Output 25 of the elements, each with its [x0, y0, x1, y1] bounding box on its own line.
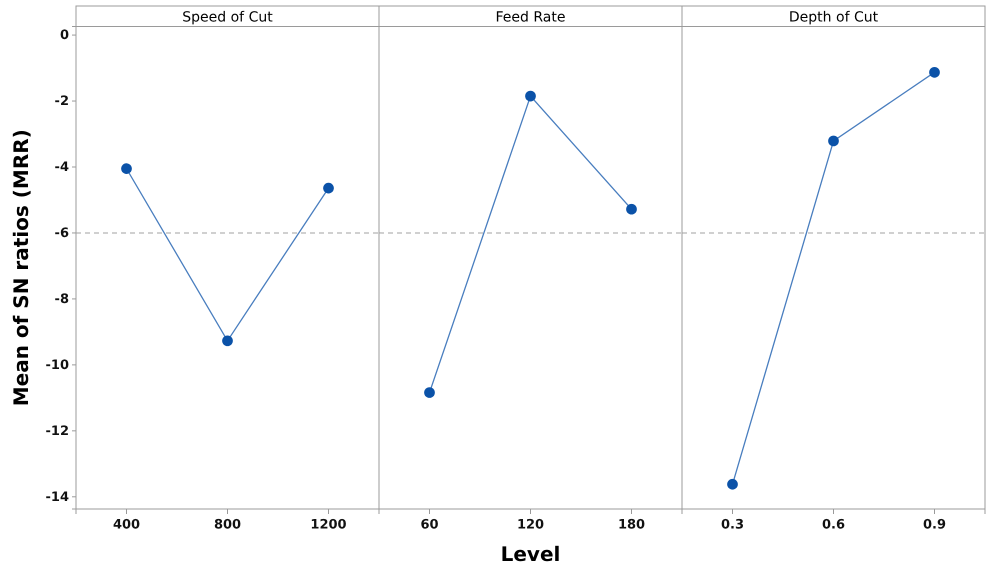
y-tick-label: -10 — [46, 358, 69, 374]
y-tick-label: -2 — [54, 94, 69, 110]
y-tick-label: 0 — [60, 28, 69, 44]
y-tick-label: -14 — [46, 490, 69, 505]
x-tick-label: 800 — [214, 518, 242, 533]
x-tick-label: 60 — [420, 518, 439, 533]
y-tick-label: -4 — [54, 160, 69, 176]
y-axis-title: Mean of SN ratios (MRR) — [9, 129, 33, 406]
point — [222, 335, 233, 346]
chart-title: Depth of Cut — [788, 9, 879, 26]
x-tick-label: 0.6 — [822, 518, 846, 533]
x-tick-label: 0.3 — [720, 518, 744, 533]
y-tick-label: -8 — [54, 292, 69, 308]
point — [121, 163, 132, 174]
chart-title: Feed Rate — [496, 9, 566, 26]
x-tick-label: 180 — [618, 518, 646, 533]
y-tick-label: -6 — [54, 226, 69, 242]
x-axis-title: Level — [500, 542, 560, 566]
x-tick-label: 400 — [112, 518, 140, 533]
chart-title: Speed of Cut — [182, 9, 274, 26]
x-tick-label: 120 — [516, 518, 544, 533]
x-tick-label: 0.9 — [922, 518, 946, 533]
y-tick-label: -12 — [46, 424, 69, 439]
x-tick-label: 1200 — [310, 518, 347, 533]
point — [323, 182, 334, 194]
